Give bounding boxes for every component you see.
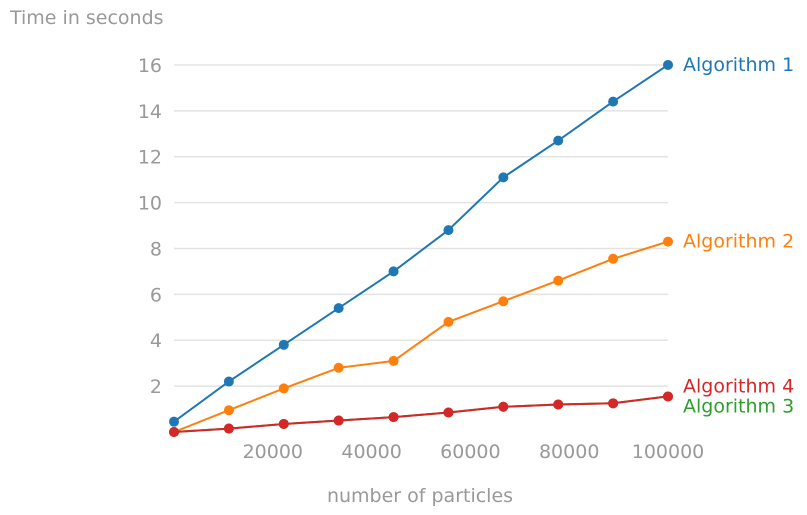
data-point-algorithm-1 <box>608 96 619 107</box>
tick-labels: 2 4 6 8 10 12 14 16 20000 40000 60000 80000 100000 <box>138 55 704 463</box>
data-point-algorithm-4 <box>443 407 454 418</box>
series-algorithm-2 <box>169 236 673 437</box>
y-tick-label: 6 <box>150 284 162 306</box>
series-label-algorithm-3: Algorithm 3 <box>683 395 794 417</box>
data-point-algorithm-2 <box>663 236 673 247</box>
data-point-algorithm-1 <box>223 376 234 387</box>
y-tick-label: 2 <box>150 376 162 398</box>
x-axis-title: number of particles <box>327 485 513 507</box>
data-point-algorithm-2 <box>498 296 509 307</box>
x-tick-label: 40000 <box>341 441 401 463</box>
series-label-algorithm-2: Algorithm 2 <box>683 231 794 253</box>
x-tick-label: 60000 <box>440 441 500 463</box>
data-point-algorithm-1 <box>498 172 509 183</box>
y-axis-title: Time in seconds <box>9 7 164 29</box>
series-label-algorithm-1: Algorithm 1 <box>683 54 794 76</box>
y-tick-label: 10 <box>138 193 162 215</box>
series-line-algorithm-2 <box>173 240 669 433</box>
data-point-algorithm-4 <box>333 415 344 426</box>
data-point-algorithm-4 <box>388 412 399 423</box>
data-point-algorithm-1 <box>333 303 344 314</box>
series-algorithm-1 <box>169 59 673 427</box>
data-point-algorithm-1 <box>388 266 399 277</box>
series-label-algorithm-4: Algorithm 4 <box>683 375 794 397</box>
data-point-algorithm-4 <box>169 427 179 437</box>
data-point-algorithm-2 <box>443 316 454 327</box>
data-point-algorithm-4 <box>608 398 619 409</box>
data-point-algorithm-2 <box>333 362 344 373</box>
data-point-algorithm-2 <box>553 275 564 286</box>
y-tick-label: 4 <box>150 330 162 352</box>
data-point-algorithm-2 <box>278 383 289 394</box>
series-algorithm-4 <box>169 391 673 437</box>
x-tick-label: 100000 <box>632 441 705 463</box>
data-point-algorithm-1 <box>553 135 564 146</box>
data-point-algorithm-1 <box>443 225 454 236</box>
series-line-algorithm-1 <box>173 64 669 423</box>
data-point-algorithm-4 <box>663 391 673 402</box>
y-tick-label: 12 <box>138 147 162 169</box>
data-point-algorithm-4 <box>498 401 509 412</box>
data-point-algorithm-2 <box>388 355 399 366</box>
y-tick-label: 14 <box>138 101 162 123</box>
data-point-algorithm-2 <box>223 405 234 416</box>
data-point-algorithm-1 <box>278 339 289 350</box>
series-group <box>169 59 673 437</box>
grid-lines <box>174 64 668 387</box>
x-tick-label: 80000 <box>539 441 599 463</box>
x-tick-label: 20000 <box>243 441 303 463</box>
data-point-algorithm-4 <box>223 423 234 434</box>
series-labels: Algorithm 1 Algorithm 2 Algorithm 3Algorit… <box>683 54 794 417</box>
y-tick-label: 8 <box>150 238 162 260</box>
data-point-algorithm-1 <box>663 59 673 70</box>
data-point-algorithm-1 <box>169 416 179 427</box>
data-point-algorithm-4 <box>278 418 289 429</box>
y-tick-label: 16 <box>138 55 162 77</box>
series-line-algorithm-4 <box>173 395 669 433</box>
data-point-algorithm-4 <box>553 399 564 410</box>
data-point-algorithm-2 <box>608 253 619 264</box>
